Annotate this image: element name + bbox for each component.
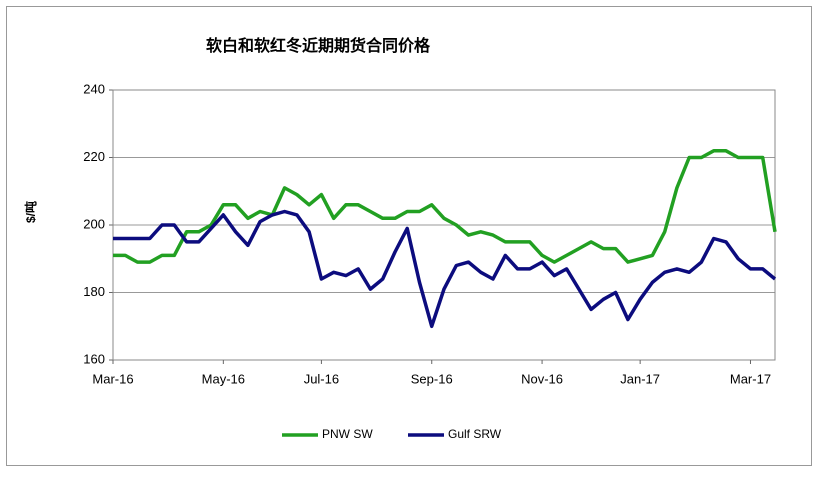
x-tick-label: Mar-16 [92,371,133,386]
series-line [113,209,777,329]
x-tick-label: Jan-17 [620,371,660,386]
chart-title: 软白和软红冬近期期货合同价格 [206,36,431,55]
x-tick-label: Sep-16 [411,371,453,386]
legend-label: Gulf SRW [448,427,502,441]
y-tick-label: 220 [83,149,105,164]
y-tick-label: 180 [83,284,105,299]
x-tick-label: Jul-16 [304,371,339,386]
y-tick-label: 240 [83,81,105,96]
y-tick-label: 200 [83,216,105,231]
y-axis-label: $/吨 [23,201,38,223]
y-tick-label: 160 [83,351,105,366]
series-line [113,149,777,264]
legend-label: PNW SW [322,427,373,441]
x-tick-label: May-16 [202,371,245,386]
x-tick-label: Mar-17 [730,371,771,386]
x-tick-label: Nov-16 [521,371,563,386]
